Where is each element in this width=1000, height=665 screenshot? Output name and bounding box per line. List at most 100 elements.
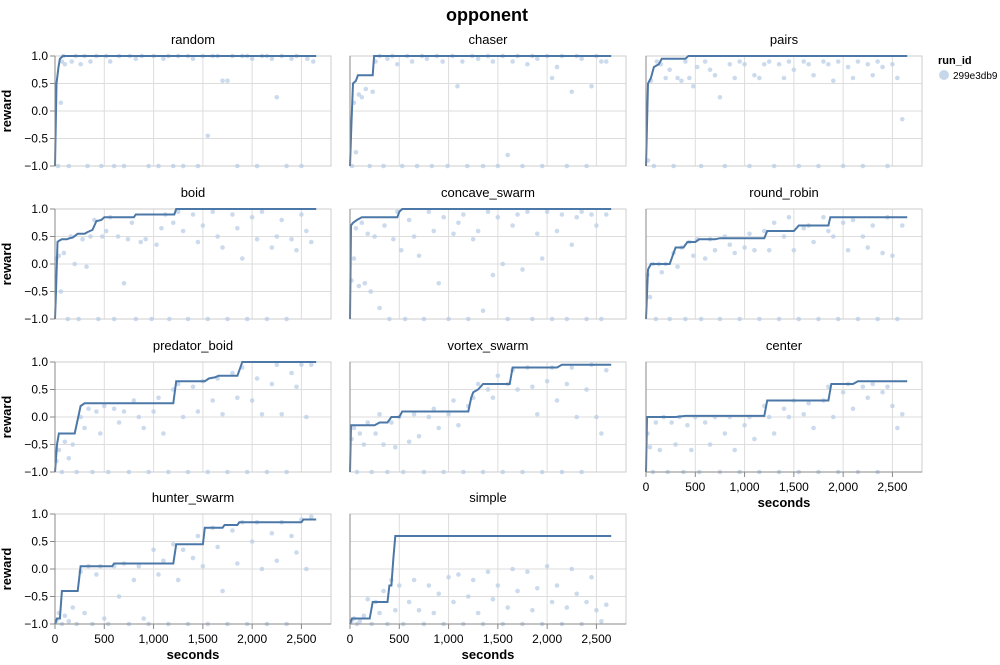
data-point (451, 398, 456, 403)
data-point (564, 381, 570, 387)
panel-grid (349, 513, 626, 625)
data-point (111, 406, 117, 412)
data-point (138, 239, 144, 245)
data-point (304, 566, 309, 572)
data-point (220, 78, 225, 84)
data-point (274, 558, 280, 564)
data-point (220, 588, 225, 594)
data-point (351, 425, 357, 431)
data-point (870, 223, 876, 228)
data-point (103, 228, 109, 234)
x-axis-title: seconds (167, 647, 220, 662)
data-point (689, 447, 694, 453)
data-point (495, 583, 501, 588)
data-point (440, 59, 445, 64)
data-point (826, 384, 831, 390)
data-point (495, 373, 501, 379)
data-point (304, 414, 309, 420)
data-point (520, 163, 525, 169)
data-point (220, 245, 225, 250)
data-point (259, 566, 265, 572)
data-point (490, 272, 496, 278)
data-point (126, 469, 132, 475)
data-point (180, 163, 186, 169)
data-point (143, 236, 148, 242)
panel-grid (54, 208, 331, 320)
data-point (757, 75, 762, 81)
panel-grid (54, 513, 331, 625)
data-point (254, 236, 260, 242)
data-point (368, 289, 374, 294)
data-point (105, 469, 111, 475)
data-point (732, 75, 738, 81)
data-point (363, 86, 369, 92)
data-point (761, 61, 767, 67)
data-point (264, 469, 270, 475)
data-point (195, 239, 201, 245)
series-line (349, 208, 612, 320)
data-point (899, 411, 905, 417)
data-point (362, 280, 368, 286)
data-point (816, 316, 821, 322)
data-point (539, 256, 545, 261)
chart-panels: random −1.0 −0.5 0.0 0.5 1.0 reward chaser pairs… (0, 32, 923, 662)
data-point (131, 577, 137, 583)
data-point (475, 56, 481, 62)
data-point (465, 316, 471, 322)
data-point (722, 431, 728, 436)
y-tick-label: 1.0 (31, 49, 48, 63)
x-axis-title: seconds (462, 647, 515, 662)
data-point (185, 469, 191, 475)
data-point (175, 577, 181, 583)
data-point (111, 316, 117, 322)
legend-symbol (939, 70, 949, 80)
data-point (455, 83, 460, 89)
y-tick-label: −0.5 (24, 590, 48, 604)
data-point (742, 422, 747, 428)
data-point (816, 163, 821, 169)
data-point (594, 607, 599, 613)
data-point (359, 220, 365, 226)
data-point (180, 228, 186, 234)
panel-title: center (766, 338, 803, 353)
x-tick-label: 0 (52, 632, 59, 646)
data-point (554, 64, 560, 70)
data-point (806, 61, 811, 67)
data-point (515, 212, 520, 217)
data-point (235, 225, 240, 231)
y-tick-label: 0.0 (31, 257, 48, 271)
data-point (727, 242, 733, 248)
data-point (269, 245, 275, 250)
data-point (274, 94, 280, 100)
data-point (890, 403, 895, 409)
data-point (98, 431, 103, 436)
data-point (495, 214, 501, 220)
data-point (691, 253, 696, 259)
data-point (146, 163, 151, 169)
data-point (175, 381, 181, 387)
y-tick-label: 0.0 (31, 104, 48, 118)
panel-title: boid (181, 185, 206, 200)
data-point (235, 561, 240, 566)
data-point (88, 234, 93, 239)
data-point (510, 59, 515, 64)
data-point (411, 577, 417, 583)
data-point (603, 367, 609, 373)
data-point (830, 414, 836, 420)
data-point (62, 613, 68, 619)
data-point (490, 596, 496, 602)
data-point (225, 316, 230, 322)
data-point (461, 212, 466, 217)
series-line (349, 55, 612, 167)
data-point (269, 56, 275, 62)
y-tick-label: 1.0 (31, 202, 48, 216)
data-point (195, 533, 201, 539)
series-line (645, 55, 908, 167)
data-point (470, 577, 476, 583)
panel-concave-swarm: concave_swarm (349, 185, 627, 322)
data-point (539, 469, 545, 475)
data-point (727, 61, 733, 67)
data-point (707, 442, 713, 447)
data-point (564, 316, 570, 322)
data-point (133, 316, 139, 322)
